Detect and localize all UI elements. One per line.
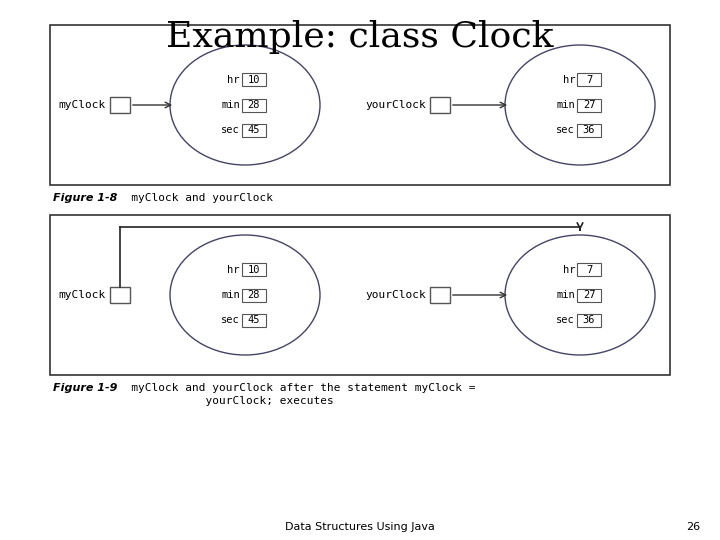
Text: myClock: myClock [59,100,106,110]
Text: sec: sec [557,125,575,135]
Ellipse shape [505,235,655,355]
Bar [242,314,266,327]
Text: 45: 45 [248,125,260,135]
Text: yourClock: yourClock [365,100,426,110]
Text: sec: sec [221,315,240,325]
Text: 27: 27 [582,100,595,110]
Text: Data Structures Using Java: Data Structures Using Java [285,522,435,532]
Text: Figure 1-9: Figure 1-9 [53,383,117,393]
Text: 28: 28 [248,100,260,110]
Text: min: min [557,290,575,300]
Text: yourClock; executes: yourClock; executes [111,396,334,406]
Text: 36: 36 [582,315,595,325]
Text: Figure 1-8: Figure 1-8 [53,193,117,203]
Bar [577,288,601,301]
Bar [110,287,130,303]
Text: hr: hr [228,75,240,85]
Text: myClock: myClock [59,290,106,300]
Text: hr: hr [228,265,240,275]
Text: 27: 27 [582,290,595,300]
Bar [577,98,601,111]
Bar [242,288,266,301]
Text: hr: hr [562,265,575,275]
Text: myClock and yourClock: myClock and yourClock [111,193,273,203]
Text: min: min [221,290,240,300]
Text: sec: sec [557,315,575,325]
Text: yourClock: yourClock [365,290,426,300]
Bar [577,124,601,137]
Bar [242,264,266,276]
Ellipse shape [170,235,320,355]
Bar [577,264,601,276]
Bar [577,314,601,327]
Text: min: min [221,100,240,110]
Text: 26: 26 [686,522,700,532]
Text: Example: class Clock: Example: class Clock [166,20,554,54]
Text: 7: 7 [586,265,592,275]
Text: 28: 28 [248,290,260,300]
Text: 10: 10 [248,75,260,85]
Ellipse shape [170,45,320,165]
Bar [50,25,670,185]
Bar [430,97,450,113]
Bar [577,73,601,86]
Text: 7: 7 [586,75,592,85]
Bar [430,287,450,303]
Text: myClock and yourClock after the statement myClock =: myClock and yourClock after the statemen… [111,383,475,393]
Text: 36: 36 [582,125,595,135]
Bar [242,98,266,111]
Text: hr: hr [562,75,575,85]
Bar [50,215,670,375]
Bar [242,124,266,137]
Text: 10: 10 [248,265,260,275]
Text: sec: sec [221,125,240,135]
Bar [110,97,130,113]
Bar [242,73,266,86]
Ellipse shape [505,45,655,165]
Text: 45: 45 [248,315,260,325]
Text: min: min [557,100,575,110]
